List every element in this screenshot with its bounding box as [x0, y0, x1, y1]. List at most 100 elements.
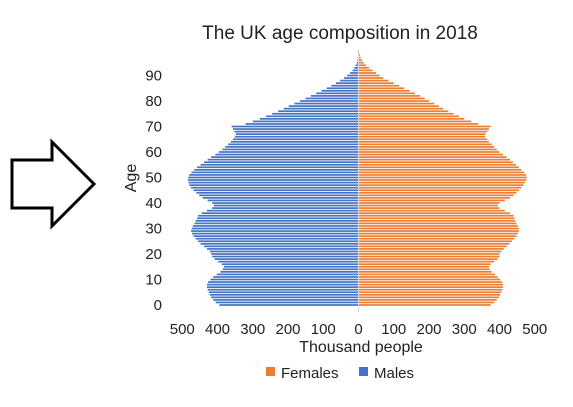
males-bar-age-22 [206, 248, 359, 250]
males-bar-age-67 [235, 133, 359, 135]
males-bar-age-68 [234, 130, 359, 133]
males-bar-age-60 [218, 151, 359, 153]
males-bar-age-1 [215, 301, 359, 304]
females-bar-age-75 [358, 112, 454, 115]
females-bar-age-23 [358, 245, 507, 248]
males-bar-age-45 [193, 189, 359, 192]
chart-title: The UK age composition in 2018 [202, 23, 478, 44]
males-bar-age-89 [344, 77, 359, 79]
males-bar-age-15 [223, 265, 359, 268]
males-bar-age-64 [230, 140, 359, 143]
males-bar-age-66 [235, 135, 359, 138]
males-bar-age-86 [331, 84, 359, 87]
females-bar-age-34 [358, 217, 515, 220]
females-bar-age-26 [358, 237, 515, 240]
females-bar-age-47 [358, 184, 524, 186]
x-tick-label-4: 100 [311, 321, 336, 338]
males-bar-age-24 [200, 242, 359, 245]
males-bar-age-82 [310, 95, 359, 97]
males-bar-age-48 [188, 181, 359, 184]
right-arrow-outline-icon [10, 138, 97, 230]
males-bar-age-93 [354, 67, 359, 69]
males-bar-age-27 [193, 235, 359, 237]
males-bar-age-39 [213, 204, 359, 207]
males-bar-age-63 [228, 143, 359, 146]
males-bar-age-21 [209, 250, 359, 253]
plot-area [187, 49, 527, 306]
females-bar-age-49 [358, 179, 527, 181]
females-bar-age-38 [358, 207, 500, 209]
females-bar-age-70 [358, 125, 491, 128]
males-bar-age-44 [196, 191, 359, 194]
females-bar-age-84 [358, 89, 410, 92]
females-bar-age-69 [358, 128, 489, 130]
males-bar-age-81 [305, 97, 359, 100]
x-tick-label-1: 400 [205, 321, 230, 338]
females-bar-age-19 [358, 255, 500, 258]
y-tick-label-40: 40 [145, 195, 162, 212]
x-tick-label-5: 0 [354, 321, 362, 338]
females-bar-age-58 [358, 156, 507, 158]
males-bar-age-50 [188, 176, 359, 179]
males-bar-age-94 [355, 64, 359, 67]
females-bar-age-68 [358, 130, 488, 133]
females-bar-age-62 [358, 146, 495, 148]
males-bar-age-90 [347, 74, 359, 77]
x-tick-label-0: 500 [170, 321, 195, 338]
females-bar-age-20 [358, 253, 500, 255]
males-bar-age-69 [233, 128, 359, 130]
females-bar-age-82 [358, 95, 421, 97]
females-bar-age-93 [358, 67, 370, 69]
females-bar-age-18 [358, 258, 498, 260]
females-bar-age-27 [358, 235, 517, 237]
females-bar-age-9 [358, 281, 502, 283]
females-bar-age-40 [358, 202, 500, 204]
males-bar-age-55 [200, 163, 359, 166]
males-bar-age-51 [189, 174, 359, 176]
females-bar-age-86 [358, 84, 400, 87]
females-bar-age-7 [358, 286, 504, 288]
females-bar-age-80 [358, 100, 429, 102]
females-bar-age-48 [358, 181, 525, 184]
females-bar-age-25 [358, 240, 512, 243]
males-bar-age-37 [206, 209, 359, 212]
females-bar-age-44 [358, 191, 517, 194]
males-bar-age-40 [212, 202, 359, 204]
x-tick-label-7: 200 [416, 321, 441, 338]
males-bar-age-83 [316, 92, 359, 95]
males-bar-age-35 [198, 214, 359, 217]
females-bar-age-97 [358, 56, 361, 59]
males-bar-age-76 [278, 110, 359, 113]
males-bar-age-46 [191, 186, 359, 189]
females-bar-age-92 [358, 69, 373, 72]
females-bar-age-52 [358, 171, 525, 174]
y-axis-tick-labels: 0 10 20 30 40 50 60 70 80 90 [145, 68, 162, 315]
males-bar-age-61 [222, 148, 359, 151]
males-bar-age-29 [191, 230, 359, 232]
females-bar-age-15 [358, 265, 489, 268]
y-tick-label-90: 90 [145, 68, 162, 85]
females-bar-age-29 [358, 230, 519, 232]
males-bar-age-96 [357, 59, 359, 62]
males-bar-age-74 [266, 115, 359, 118]
males-bar-age-34 [197, 217, 359, 220]
males-bar-age-70 [231, 125, 359, 128]
females-bar-age-2 [358, 299, 497, 301]
males-bar-age-75 [272, 112, 359, 115]
males-bar-age-25 [198, 240, 359, 243]
y-tick-label-20: 20 [145, 246, 162, 263]
x-axis-tick-labels: 500 400 300 200 100 0 100 200 300 400 500 [170, 321, 548, 338]
females-bar-age-89 [358, 77, 384, 79]
males-bar-age-91 [350, 72, 359, 74]
females-bar-age-14 [358, 268, 490, 271]
females-bar-age-83 [358, 92, 415, 95]
males-bar-age-36 [201, 212, 359, 215]
males-bar-age-62 [225, 146, 359, 148]
males-bar-age-43 [199, 194, 359, 197]
females-bar-age-64 [358, 140, 489, 143]
males-bar-age-52 [191, 171, 359, 174]
males-bar-age-71 [245, 123, 359, 125]
females-bar-age-79 [358, 102, 435, 105]
females-bar-age-28 [358, 232, 518, 235]
